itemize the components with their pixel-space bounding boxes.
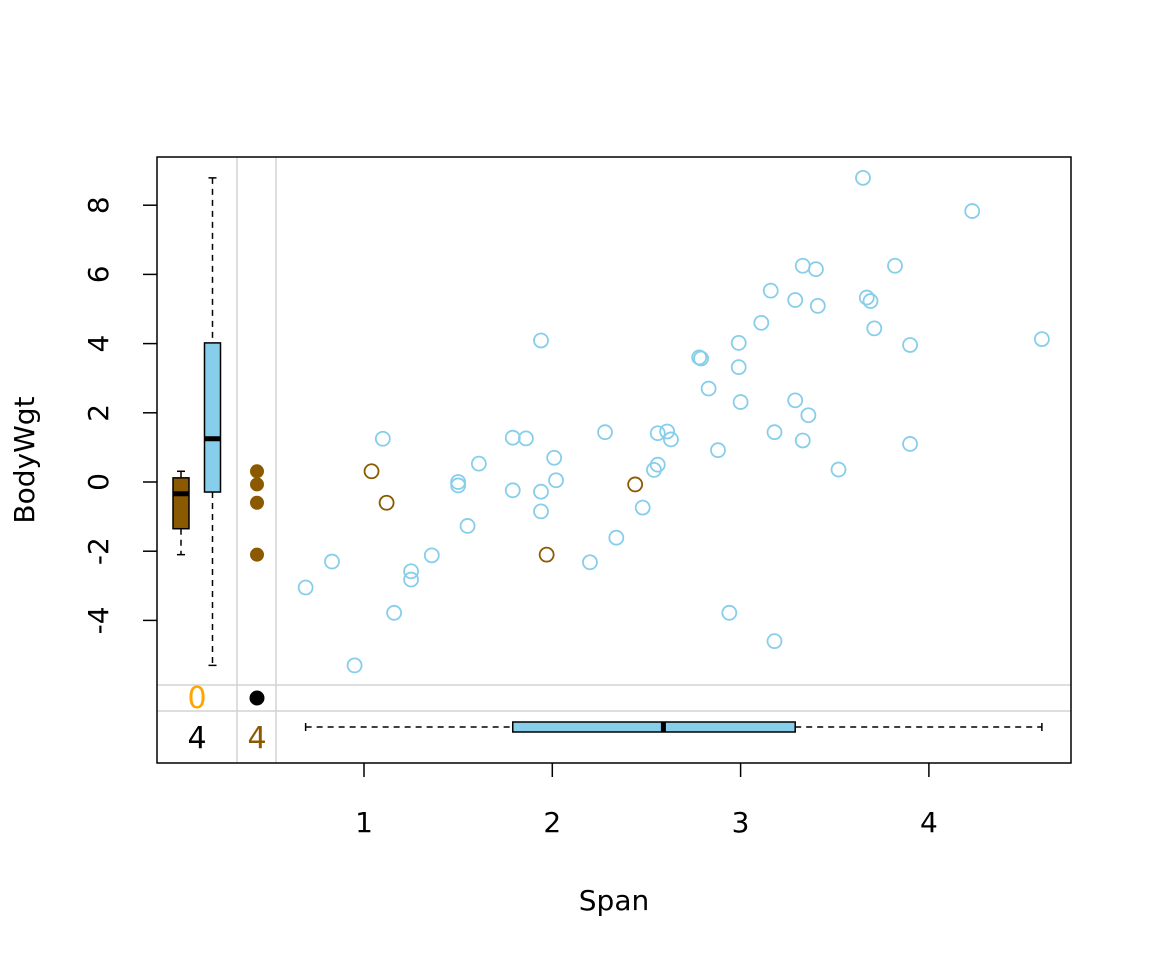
y-tick-label--2: -2 bbox=[82, 537, 115, 565]
point-complete-8 bbox=[450, 474, 467, 490]
both-missing-count: 4 bbox=[247, 721, 266, 756]
point-complete-32 bbox=[710, 442, 726, 459]
point-complete-44 bbox=[794, 432, 811, 449]
y-tick-label-0: 0 bbox=[82, 473, 115, 491]
point-complete-10 bbox=[459, 518, 476, 534]
point-complete-2 bbox=[346, 657, 363, 674]
point-complete-35 bbox=[730, 359, 747, 376]
y-tick-label-6: 6 bbox=[82, 265, 115, 283]
point-x-missing-1 bbox=[250, 477, 264, 492]
point-complete-46 bbox=[808, 261, 824, 278]
point-complete-21 bbox=[597, 424, 613, 441]
point-complete-23 bbox=[634, 499, 651, 516]
y-tick-label-8: 8 bbox=[82, 196, 115, 214]
point-complete-19 bbox=[548, 472, 564, 489]
y-missing-count: 0 bbox=[187, 681, 206, 716]
y-tick-label--4: -4 bbox=[82, 606, 115, 634]
y-axis-label: BodyWgt bbox=[8, 396, 41, 523]
point-complete-5 bbox=[403, 563, 419, 580]
x-tick-label-4: 4 bbox=[920, 806, 938, 839]
point-complete-13 bbox=[504, 482, 521, 499]
point-complete-14 bbox=[518, 430, 534, 447]
boxplot-y-complete-box bbox=[203, 342, 222, 493]
point-complete-3 bbox=[374, 430, 391, 447]
point-complete-53 bbox=[887, 257, 903, 274]
point-complete-12 bbox=[504, 429, 521, 446]
x-missing-count: 4 bbox=[187, 721, 206, 756]
point-complete-52 bbox=[866, 320, 883, 337]
boxplot-x-complete-box bbox=[512, 721, 796, 733]
separator-lines bbox=[157, 157, 1071, 763]
point-complete-50 bbox=[858, 289, 875, 306]
point-complete-28 bbox=[663, 431, 679, 448]
point-complete-45 bbox=[800, 407, 817, 424]
point-complete-1 bbox=[324, 553, 340, 570]
point-complete-27 bbox=[659, 423, 676, 440]
point-complete-16 bbox=[533, 483, 549, 500]
point-complete-37 bbox=[753, 314, 770, 331]
point-complete-36 bbox=[732, 394, 749, 410]
point-complete-33 bbox=[721, 604, 738, 621]
point-complete-39 bbox=[766, 424, 783, 441]
point-complete-6 bbox=[403, 571, 419, 588]
point-complete-41 bbox=[787, 292, 804, 308]
marginal-boxplots bbox=[172, 177, 1043, 733]
point-complete-31 bbox=[700, 380, 717, 397]
point-imputed-2 bbox=[538, 546, 555, 563]
point-complete-4 bbox=[386, 604, 403, 621]
point-complete-11 bbox=[470, 455, 487, 472]
point-complete-38 bbox=[762, 282, 779, 299]
point-complete-17 bbox=[533, 503, 549, 520]
point-complete-40 bbox=[766, 633, 783, 650]
plot-frame bbox=[156, 156, 1072, 764]
x-tick-label-1: 1 bbox=[355, 806, 373, 839]
point-complete-49 bbox=[855, 169, 871, 186]
x-tick-label-2: 2 bbox=[543, 806, 561, 839]
point-complete-25 bbox=[649, 425, 666, 442]
point-x-missing-2 bbox=[250, 495, 264, 510]
point-complete-54 bbox=[902, 337, 918, 353]
point-imputed-0 bbox=[363, 463, 380, 480]
boxplot-y-x-missing-box bbox=[172, 477, 190, 530]
point-complete-15 bbox=[533, 332, 549, 349]
point-both-missing bbox=[249, 690, 265, 706]
point-x-missing-3 bbox=[250, 547, 264, 562]
x-axis-label: Span bbox=[579, 884, 649, 917]
point-complete-30 bbox=[693, 350, 709, 367]
point-complete-18 bbox=[546, 449, 563, 466]
point-complete-0 bbox=[297, 579, 314, 596]
point-complete-47 bbox=[809, 297, 826, 314]
y-tick-label-4: 4 bbox=[82, 335, 115, 353]
point-complete-22 bbox=[608, 529, 625, 546]
point-imputed-1 bbox=[378, 494, 395, 511]
point-complete-42 bbox=[787, 392, 804, 409]
point-complete-43 bbox=[794, 257, 811, 274]
point-complete-55 bbox=[902, 436, 918, 452]
point-complete-20 bbox=[582, 554, 598, 571]
data-points bbox=[249, 169, 1050, 706]
axes: -4 -2 0 2 4 6 8 1 2 3 4 bbox=[82, 196, 938, 839]
point-complete-26 bbox=[649, 456, 666, 473]
point-complete-7 bbox=[423, 547, 440, 564]
point-imputed-3 bbox=[627, 476, 644, 493]
point-complete-57 bbox=[1033, 331, 1050, 348]
point-complete-34 bbox=[730, 335, 747, 351]
point-x-missing-0 bbox=[250, 464, 264, 479]
y-tick-label-2: 2 bbox=[82, 404, 115, 422]
point-complete-48 bbox=[830, 461, 847, 478]
point-complete-56 bbox=[964, 203, 981, 219]
point-complete-9 bbox=[450, 477, 467, 494]
point-complete-51 bbox=[862, 293, 879, 309]
x-tick-label-3: 3 bbox=[732, 806, 750, 839]
